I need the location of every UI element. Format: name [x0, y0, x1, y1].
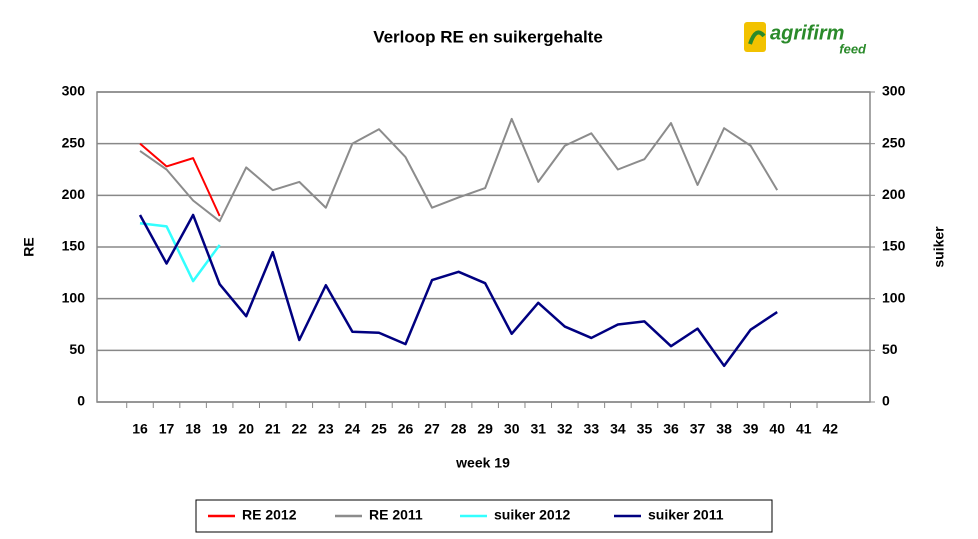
series-line: [139, 142, 221, 217]
x-tick-label: 33: [584, 421, 600, 437]
logo: agrifirm feed: [744, 22, 867, 56]
plot-border: [96, 91, 871, 403]
legend-label: suiker 2011: [648, 507, 724, 523]
x-axis-label: week 19: [455, 455, 510, 471]
y-tick-label: 150: [62, 238, 86, 254]
legend-label: suiker 2012: [494, 507, 570, 523]
x-tick-label: 36: [663, 421, 679, 437]
x-tick-label: 29: [477, 421, 493, 437]
y2-tick-label: 0: [882, 393, 890, 409]
x-tick-label: 20: [238, 421, 254, 437]
logo-text: agrifirm: [770, 22, 844, 44]
x-tick-label: 30: [504, 421, 520, 437]
x-tick-label: 41: [796, 421, 812, 437]
x-tick-label: 16: [132, 421, 148, 437]
x-tick-label: 22: [292, 421, 308, 437]
y2-tick-label: 300: [882, 83, 906, 99]
y-tick-label: 100: [62, 289, 86, 305]
series-line: [139, 221, 221, 283]
x-tick-label: 24: [345, 421, 361, 437]
x-tick-label: 34: [610, 421, 626, 437]
x-tick-label: 42: [823, 421, 839, 437]
x-tick-label: 17: [159, 421, 175, 437]
series-line: [139, 117, 779, 223]
y2-tick-label: 100: [882, 289, 906, 305]
x-tick-label: 28: [451, 421, 467, 437]
logo-subtext: feed: [839, 41, 867, 56]
legend-label: RE 2012: [242, 507, 297, 523]
x-tick-label: 27: [424, 421, 440, 437]
y2-tick-label: 50: [882, 341, 898, 357]
x-tick-label: 25: [371, 421, 387, 437]
x-tick-label: 35: [637, 421, 653, 437]
x-tick-label: 21: [265, 421, 281, 437]
x-tick-label: 40: [769, 421, 785, 437]
x-tick-label: 32: [557, 421, 573, 437]
chart-title: Verloop RE en suikergehalte: [373, 27, 603, 46]
x-tick-label: 37: [690, 421, 706, 437]
y-tick-label: 250: [62, 134, 86, 150]
y-axis-label: RE: [21, 237, 37, 256]
x-tick-label: 23: [318, 421, 334, 437]
y2-axis-label: suiker: [931, 226, 947, 268]
y-tick-label: 300: [62, 83, 86, 99]
x-tick-label: 39: [743, 421, 759, 437]
y-tick-label: 50: [69, 341, 85, 357]
y-tick-label: 0: [77, 393, 85, 409]
x-tick-label: 26: [398, 421, 414, 437]
y2-tick-label: 250: [882, 134, 906, 150]
y2-tick-label: 150: [882, 238, 906, 254]
y2-tick-label: 200: [882, 186, 906, 202]
y-tick-label: 200: [62, 186, 86, 202]
x-tick-label: 31: [530, 421, 546, 437]
logo-swoosh: [748, 30, 766, 45]
x-tick-label: 18: [185, 421, 201, 437]
x-tick-label: 19: [212, 421, 228, 437]
legend-label: RE 2011: [369, 507, 423, 523]
x-tick-label: 38: [716, 421, 732, 437]
series-line: [138, 213, 778, 368]
